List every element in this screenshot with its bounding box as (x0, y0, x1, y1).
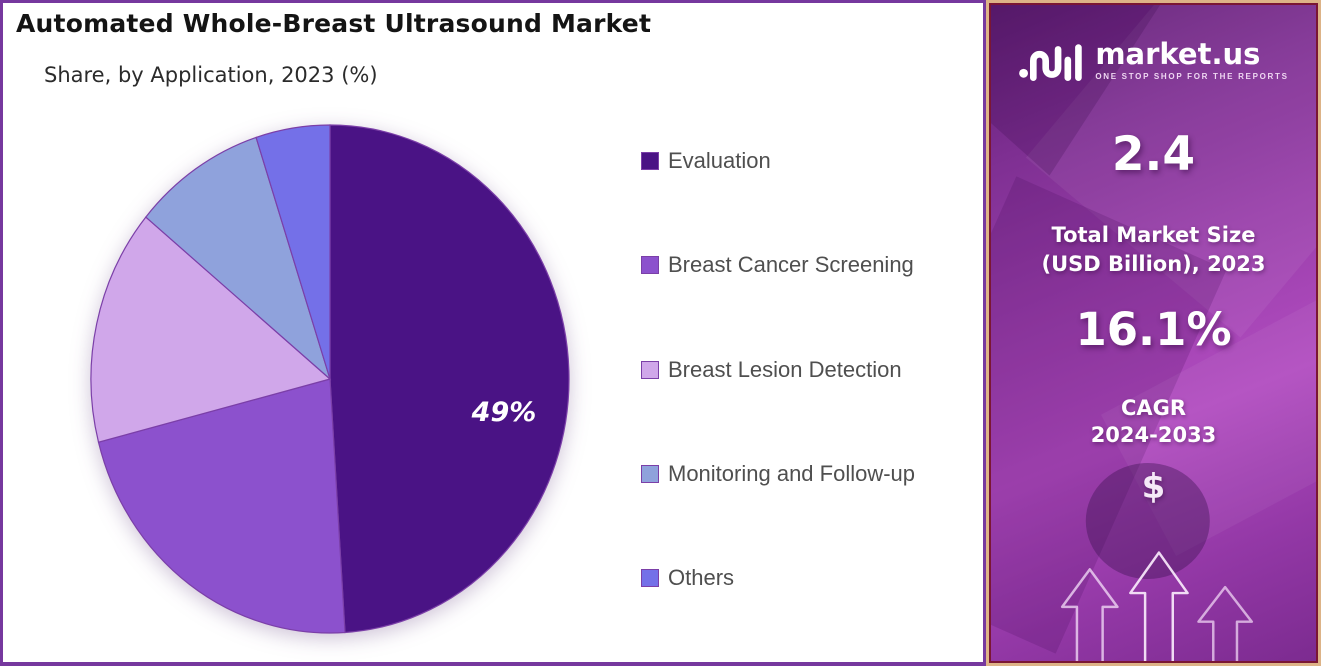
market-us-logo-icon (1019, 44, 1083, 82)
page-title: Automated Whole-Breast Ultrasound Market (16, 9, 652, 38)
legend-swatch-icon (641, 256, 659, 275)
legend-item-others: Others (641, 565, 735, 590)
cagr-label-line1: CAGR (1120, 396, 1187, 420)
background-cup-shape (1085, 463, 1210, 579)
market-size-value: 2.4 (1111, 127, 1196, 182)
brand-tagline: ONE STOP SHOP FOR THE REPORTS (1095, 72, 1289, 81)
market-us-logo: market.us ONE STOP SHOP FOR THE REPORTS (991, 37, 1316, 83)
market-size-label-line1: Total Market Size (1051, 223, 1256, 247)
pie-slice-breast-lesion-detection (90, 216, 332, 443)
pie-slice-breast-cancer-screening (97, 378, 346, 634)
chart-subtitle: Share, by Application, 2023 (%) (44, 63, 378, 87)
chart-legend: Evaluation Breast Cancer Screening Breast … (641, 3, 981, 666)
legend-label: Breast Cancer Screening (668, 252, 914, 278)
legend-item-breast-lesion-detection: Breast Lesion Detection (641, 356, 902, 382)
pie-slice-monitoring-and-follow-up (144, 136, 332, 381)
market-size-label: Total Market Size (USD Billion), 2023 (991, 221, 1316, 279)
legend-item-evaluation: Evaluation (641, 148, 771, 173)
brand-name: market.us (1095, 37, 1261, 71)
cagr-value: 16.1% (1075, 303, 1232, 356)
market-size-label-line2: (USD Billion), 2023 (1041, 252, 1266, 276)
pie-data-label: 49% (471, 397, 537, 428)
pie-chart: 49% (90, 124, 570, 634)
legend-swatch-icon (641, 360, 659, 379)
brand-sidebar: market.us ONE STOP SHOP FOR THE REPORTS … (986, 0, 1321, 666)
growth-arrows-icon (1060, 551, 1254, 661)
cagr-label-line2: 2024-2033 (1090, 423, 1217, 447)
legend-label: Monitoring and Follow-up (668, 460, 916, 486)
logo-text: market.us ONE STOP SHOP FOR THE REPORTS (1095, 39, 1288, 81)
legend-item-monitoring-and-follow-up: Monitoring and Follow-up (641, 460, 916, 486)
sidebar-background: market.us ONE STOP SHOP FOR THE REPORTS … (989, 3, 1318, 663)
legend-item-breast-cancer-screening: Breast Cancer Screening (641, 252, 914, 278)
legend-swatch-icon (641, 569, 659, 587)
legend-swatch-icon (641, 152, 659, 170)
dollar-icon: $ (1141, 467, 1166, 507)
legend-label: Breast Lesion Detection (668, 356, 902, 382)
cagr-label: CAGR 2024-2033 (991, 395, 1316, 449)
pie-slice-evaluation (329, 124, 570, 634)
legend-label: Evaluation (668, 148, 771, 173)
pie-slice-others (255, 124, 331, 380)
legend-label: Others (668, 565, 735, 590)
chart-panel: Automated Whole-Breast Ultrasound Market… (0, 0, 986, 666)
legend-swatch-icon (641, 464, 659, 483)
